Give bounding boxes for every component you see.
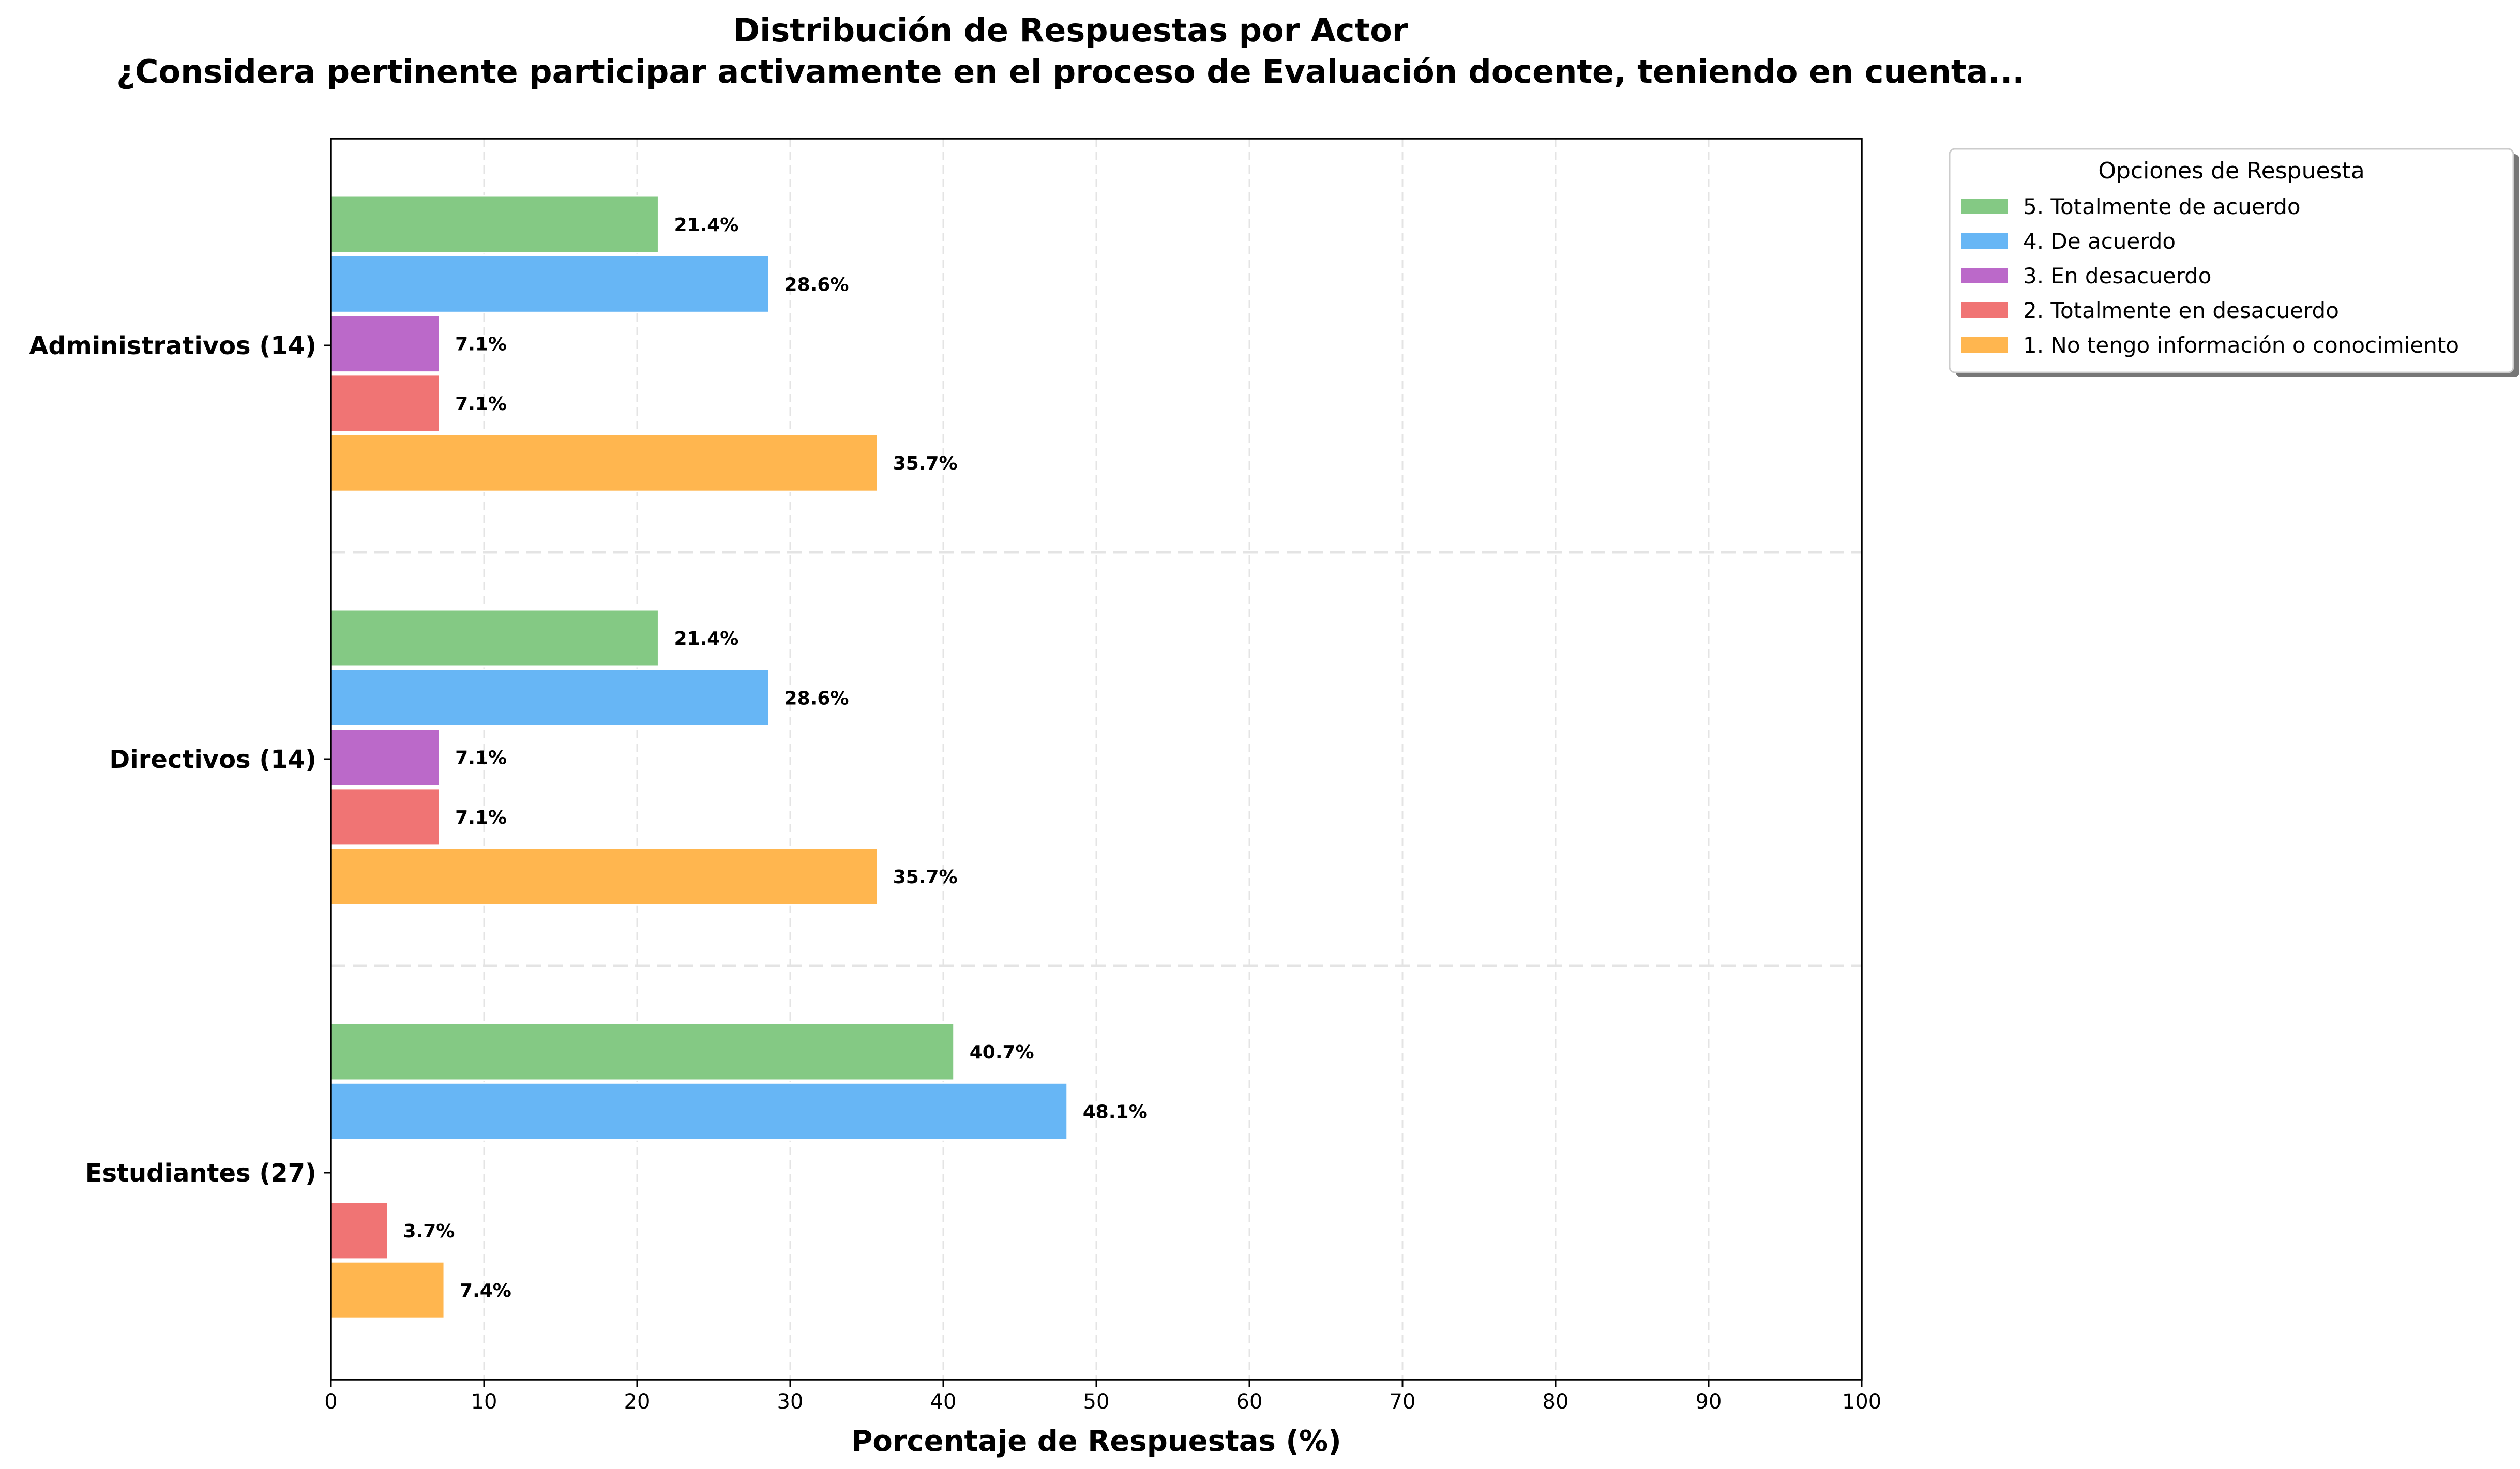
data-label: 28.6% [784, 274, 849, 295]
bar [330, 1201, 389, 1260]
legend-swatch [1961, 302, 2008, 318]
x-tick-label: 60 [1236, 1390, 1263, 1414]
bar [330, 668, 770, 727]
category-label: Directivos (14) [109, 745, 316, 774]
bar [330, 374, 441, 433]
bar [330, 1082, 1068, 1141]
x-tick-label: 40 [930, 1390, 957, 1414]
legend-entry: 5. Totalmente de acuerdo [2023, 194, 2301, 219]
bar [330, 728, 441, 787]
legend-swatch [1961, 199, 2008, 214]
chart-subtitle: ¿Considera pertinente participar activam… [116, 53, 2025, 90]
legend-entry: 3. En desacuerdo [2023, 263, 2212, 289]
bar [330, 314, 441, 373]
x-tick-label: 0 [324, 1390, 337, 1414]
bar [330, 254, 770, 313]
x-tick-label: 10 [471, 1390, 497, 1414]
legend-entry: 1. No tengo información o conocimiento [2023, 332, 2459, 358]
data-labels: 21.4% 28.6% 7.1% 7.1% 35.7% 21.4% 28.6% 7.1% 7.1… [403, 215, 1148, 1301]
data-label: 7.1% [455, 748, 507, 769]
bar [330, 787, 441, 846]
x-tick-label: 100 [1842, 1390, 1881, 1414]
x-tick-label: 50 [1083, 1390, 1110, 1414]
legend-entry: 2. Totalmente en desacuerdo [2023, 298, 2339, 323]
grid [331, 139, 1862, 1380]
bars [330, 195, 1068, 1320]
bar [330, 1261, 445, 1320]
bar [330, 195, 659, 254]
bar [330, 609, 659, 668]
legend: Opciones de Respuesta 5. Totalmente de a… [1949, 148, 2519, 377]
x-tick-label: 80 [1543, 1390, 1569, 1414]
data-label: 7.1% [455, 334, 507, 355]
legend-swatch [1961, 337, 2008, 353]
legend-title: Opciones de Respuesta [2098, 158, 2364, 184]
data-label: 48.1% [1083, 1101, 1148, 1123]
category-label: Administrativos (14) [29, 331, 316, 360]
data-label: 35.7% [893, 453, 958, 474]
bar [330, 1022, 955, 1081]
category-label: Estudiantes (27) [85, 1159, 316, 1188]
legend-frame [1949, 148, 2514, 373]
x-tick-label: 30 [777, 1390, 804, 1414]
legend-swatch [1961, 268, 2008, 283]
data-label: 7.1% [455, 807, 507, 828]
chart-title: Distribución de Respuestas por Actor [733, 11, 1408, 49]
x-axis-label: Porcentaje de Respuestas (%) [851, 1425, 1341, 1458]
data-label: 35.7% [893, 867, 958, 888]
data-label: 7.1% [455, 393, 507, 415]
x-axis: 0 10 20 30 40 50 60 70 80 90 100 [324, 1380, 1881, 1414]
x-tick-label: 90 [1696, 1390, 1722, 1414]
data-label: 3.7% [403, 1221, 455, 1242]
y-axis: Administrativos (14) Directivos (14) Estud… [29, 331, 331, 1188]
x-tick-label: 20 [624, 1390, 651, 1414]
legend-entry: 4. De acuerdo [2023, 229, 2176, 254]
data-label: 7.4% [460, 1280, 511, 1301]
bar [330, 433, 879, 492]
data-label: 28.6% [784, 688, 849, 709]
data-label: 21.4% [674, 628, 738, 649]
data-label: 40.7% [970, 1042, 1034, 1063]
x-tick-label: 70 [1390, 1390, 1416, 1414]
data-label: 21.4% [674, 215, 738, 236]
legend-swatch [1961, 233, 2008, 249]
bar [330, 847, 879, 906]
